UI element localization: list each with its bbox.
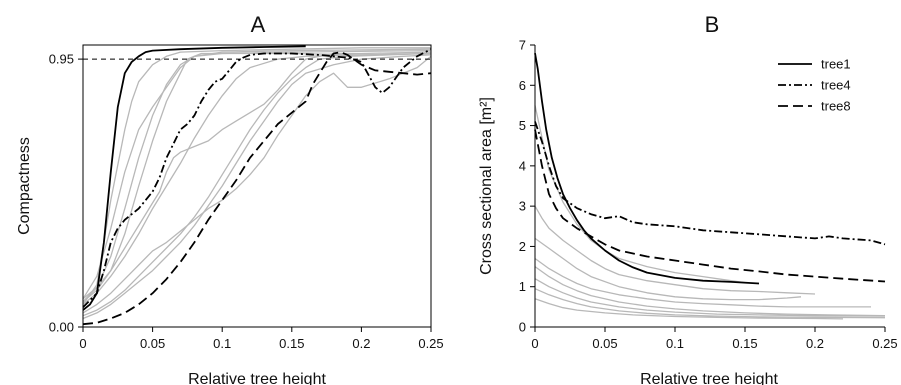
panel-a-y-tick-label: 0.00 xyxy=(49,320,74,335)
panel-b-y-ticks: 0 1 2 3 4 5 6 7 xyxy=(519,38,535,335)
panel-b: B 0 0.05 0.1 0.15 0.2 0.25 0 1 2 3 4 5 6 7 Relative … xyxy=(478,12,898,385)
panel-b-y-axis-label: Cross sectional area [m²] xyxy=(478,97,495,275)
panel-b-series-line-curve-10 xyxy=(534,288,886,319)
panel-a-x-tick-label: 0 xyxy=(79,336,86,351)
legend-label-tree8: tree8 xyxy=(821,99,851,114)
panel-b-x-tick-label: 0.05 xyxy=(592,336,617,351)
panel-b-y-tick-label: 3 xyxy=(519,199,526,214)
panel-a-series-line-curve-10 xyxy=(82,55,432,314)
panel-b-x-tick-label: 0.15 xyxy=(732,336,757,351)
panel-a-series-line-curve-6 xyxy=(82,49,432,303)
panel-b-y-tick-label: 5 xyxy=(519,118,526,133)
panel-b-x-tick-label: 0.2 xyxy=(806,336,824,351)
panel-a-series-line-curve-1 xyxy=(82,45,306,311)
panel-a-x-tick-label: 0.2 xyxy=(352,336,370,351)
panel-b-x-tick-label: 0.25 xyxy=(872,336,897,351)
panel-b-y-tick-label: 4 xyxy=(519,158,526,173)
panel-b-series-line-curve-7 xyxy=(534,257,871,308)
panel-a: A 0 0.05 0.1 0.15 0.2 0.25 0.00 0.95 Relative … xyxy=(16,12,444,385)
panel-b-series-line-curve-4 xyxy=(534,105,746,284)
panel-a-plot-frame xyxy=(82,44,432,328)
panel-a-series-line-curve-8 xyxy=(82,52,432,305)
panel-b-series-line-curve-6 xyxy=(534,237,802,301)
panel-a-series-line-curve-11 xyxy=(82,52,432,317)
panel-a-y-tick-label: 0.95 xyxy=(49,52,74,67)
panel-a-series-line-curve-4 xyxy=(82,47,431,305)
panel-b-series-line-curve-5 xyxy=(534,205,816,295)
panel-a-x-tick-label: 0.05 xyxy=(140,336,165,351)
panel-b-x-axis-label: Relative tree height xyxy=(640,371,778,385)
panel-a-x-tick-label: 0.25 xyxy=(418,336,443,351)
panel-a-x-axis-label: Relative tree height xyxy=(188,371,326,385)
panel-b-series xyxy=(534,52,886,320)
panel-b-series-line-curve-9 xyxy=(534,278,886,317)
panel-b-series-line-curve-8 xyxy=(534,266,886,317)
panel-b-series-line-tree8 xyxy=(534,129,886,283)
panel-b-y-tick-label: 6 xyxy=(519,78,526,93)
panel-a-y-ticks: 0.00 0.95 xyxy=(49,52,83,335)
panel-a-title: A xyxy=(251,12,266,37)
panel-a-x-tick-label: 0.15 xyxy=(279,336,304,351)
panel-b-y-tick-label: 1 xyxy=(519,279,526,294)
panel-a-series-line-curve-5 xyxy=(82,48,432,300)
panel-b-title: B xyxy=(705,12,720,37)
panel-b-series-line-tree1 xyxy=(534,52,760,285)
panel-b-series-line-curve-11 xyxy=(534,298,844,320)
panel-b-x-tick-label: 0.1 xyxy=(666,336,684,351)
legend-label-tree1: tree1 xyxy=(821,57,851,72)
panel-a-series-line-curve-2 xyxy=(82,48,432,308)
panel-b-x-ticks: 0 0.05 0.1 0.15 0.2 0.25 xyxy=(531,327,898,351)
panel-b-x-tick-label: 0 xyxy=(531,336,538,351)
panel-b-y-tick-label: 7 xyxy=(519,38,526,53)
panel-a-series-line-curve-9 xyxy=(82,51,432,300)
panel-b-y-tick-label: 2 xyxy=(519,239,526,254)
panel-a-series-line-curve-12 xyxy=(82,54,432,320)
panel-b-series-line-tree4 xyxy=(534,121,886,246)
legend-label-tree4: tree4 xyxy=(821,78,851,93)
panel-a-x-ticks: 0 0.05 0.1 0.15 0.2 0.25 xyxy=(79,327,444,351)
panel-a-y-axis-label: Compactness xyxy=(16,137,33,235)
panel-a-x-tick-label: 0.1 xyxy=(213,336,231,351)
panel-a-series-line-curve-3 xyxy=(82,51,432,326)
panel-b-legend: tree1 tree4 tree8 xyxy=(778,57,851,114)
panel-b-y-tick-label: 0 xyxy=(519,320,526,335)
panel-a-series xyxy=(82,45,432,326)
